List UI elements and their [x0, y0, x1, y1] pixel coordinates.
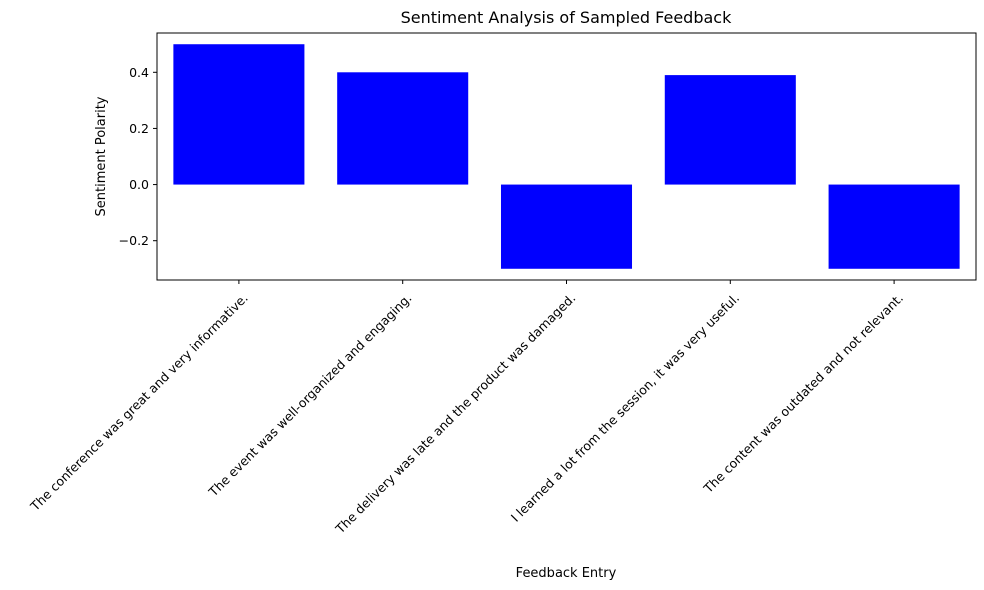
bar-5 [828, 184, 960, 269]
x-tick-label-2: The event was well-organized and engagin… [205, 290, 415, 500]
x-tick-label-5: The content was outdated and not relevan… [700, 290, 906, 496]
bar-4 [664, 75, 796, 185]
chart-title: Sentiment Analysis of Sampled Feedback [401, 8, 732, 27]
bar-1 [173, 44, 305, 185]
bar-2 [337, 72, 469, 185]
y-tick-label-4: 0.4 [129, 65, 149, 80]
y-tick-label-1: −0.2 [119, 233, 149, 248]
y-axis: −0.2 0.0 0.2 0.4 [119, 65, 157, 248]
bar-3 [500, 184, 633, 269]
x-axis-label: Feedback Entry [516, 566, 617, 581]
x-axis: The conference was great and very inform… [27, 280, 906, 537]
y-tick-label-3: 0.2 [129, 121, 149, 136]
bars-group [173, 44, 960, 269]
y-tick-label-2: 0.0 [129, 177, 149, 192]
plot-area [156, 32, 977, 281]
y-axis-label: Sentiment Polarity [94, 96, 109, 216]
